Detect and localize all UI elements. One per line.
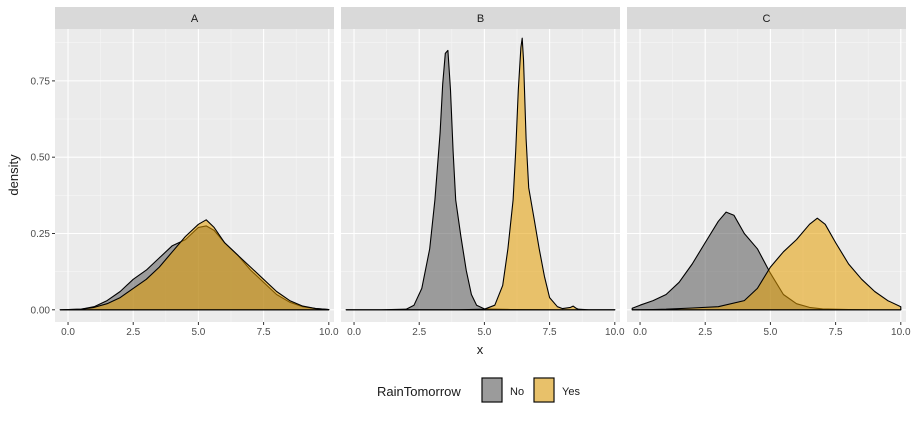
density-area-yes (59, 219, 330, 311)
density-area-yes (345, 37, 616, 311)
facet-strip (55, 7, 334, 29)
legend-key-yes (533, 377, 555, 403)
x-tick-label: 0.0 (61, 327, 75, 338)
x-axis-title: x (477, 342, 484, 357)
x-tick-label: 2.5 (698, 327, 712, 338)
facet-label: B (477, 13, 484, 25)
y-tick-label: 0.00 (31, 305, 51, 316)
y-tick-label: 0.25 (31, 229, 51, 240)
x-tick-label: 0.0 (633, 327, 647, 338)
y-axis-title: density (6, 154, 21, 196)
facet-strip (627, 7, 906, 29)
legend-title: RainTomorrow (377, 384, 461, 399)
x-tick-label: 10.0 (605, 327, 625, 338)
x-tick-label: 7.5 (829, 327, 843, 338)
x-tick-label: 10.0 (891, 327, 911, 338)
y-tick-label: 0.50 (31, 153, 51, 164)
legend-key-no (481, 377, 503, 403)
x-tick-label: 5.0 (191, 327, 205, 338)
panel-background (341, 29, 620, 322)
legend-label-no: No (510, 386, 524, 398)
x-tick-label: 2.5 (126, 327, 140, 338)
x-tick-label: 0.0 (347, 327, 361, 338)
facet-label: C (763, 13, 771, 25)
facet-label: A (191, 13, 199, 25)
facet-strip (341, 7, 620, 29)
x-tick-label: 5.0 (477, 327, 491, 338)
x-tick-label: 5.0 (763, 327, 777, 338)
y-tick-label: 0.75 (31, 76, 51, 87)
legend-label-yes: Yes (562, 386, 580, 398)
density-area-yes (631, 217, 902, 311)
x-tick-label: 10.0 (319, 327, 339, 338)
x-tick-label: 7.5 (257, 327, 271, 338)
x-tick-label: 7.5 (543, 327, 557, 338)
x-tick-label: 2.5 (412, 327, 426, 338)
